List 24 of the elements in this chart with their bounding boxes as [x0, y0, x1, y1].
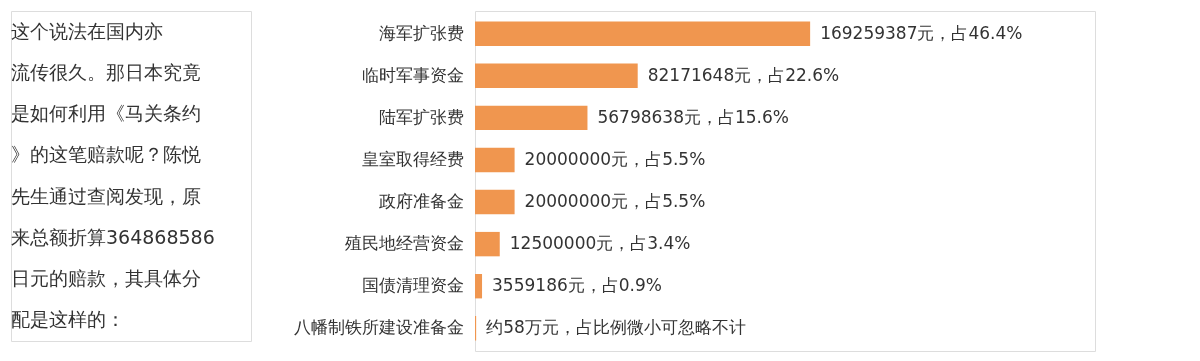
bar: [475, 21, 811, 46]
y-tick-label: 八幡制铁所建设准备金: [293, 317, 464, 338]
data-label: 56798638元，占15.6%: [597, 106, 790, 127]
data-label: 169259387元，占46.4%: [820, 22, 1023, 43]
data-label: 20000000元，占5.5%: [524, 148, 706, 169]
data-label: 12500000元，占3.4%: [509, 233, 691, 254]
bar: [475, 189, 515, 215]
bar: [475, 63, 638, 88]
y-tick-label: 临时军事资金: [361, 64, 464, 85]
y-tick-label: 国债清理资金: [361, 275, 464, 296]
y-tick-label: 殖民地经营资金: [344, 233, 464, 254]
bar: [475, 274, 483, 299]
text: 这个说法在国内亦流传很久。那日本究竟是如何利用《马关条约》的这笔赔款呢？陈悦先生通过查阅发现，原来总额折算364868586日元的赔款，其具体分配是这样的：: [11, 19, 215, 331]
y-tick-label: 海军扩张费: [378, 22, 464, 43]
bar: [475, 105, 588, 131]
bar: [475, 231, 500, 257]
y-tick-label: 皇室取得经费: [361, 148, 464, 169]
y-tick-label: 陆军扩张费: [378, 106, 464, 127]
data-label: 82171648元，占22.6%: [647, 64, 840, 85]
data-label: 20000000元，占5.5%: [524, 191, 706, 212]
data-label: 约58万元，占比例微小可忽略不计: [486, 317, 746, 338]
data-label: 3559186元，占0.9%: [492, 275, 662, 296]
y-tick-label: 政府准备金: [378, 191, 464, 212]
bar: [475, 147, 515, 173]
